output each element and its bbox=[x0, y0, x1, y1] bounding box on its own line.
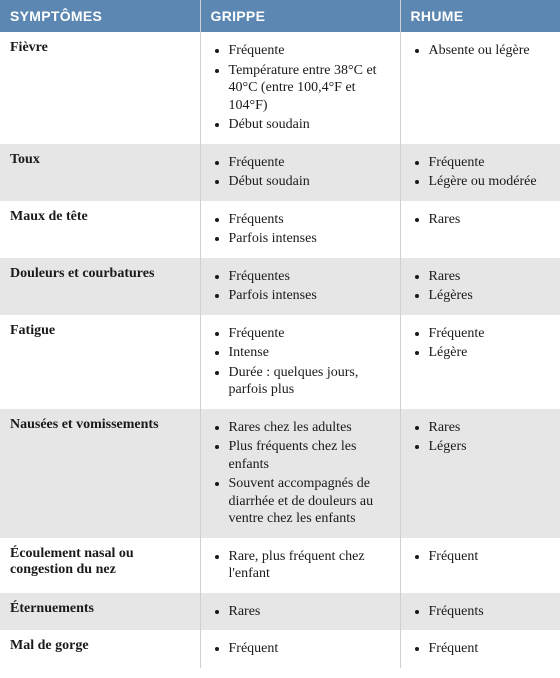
table-row: Mal de gorge Fréquent Fréquent bbox=[0, 630, 560, 668]
list-item: Rares chez les adultes bbox=[229, 419, 390, 437]
grippe-cell-list: FréquentesParfois intenses bbox=[211, 268, 390, 305]
list-item: Fréquente bbox=[429, 154, 551, 172]
grippe-cell: Fréquente Température entre 38°C et 40°C … bbox=[200, 32, 400, 144]
grippe-cell-list: Fréquent bbox=[211, 640, 390, 658]
symptom-cell: Maux de tête bbox=[0, 201, 200, 258]
table-row: Nausées et vomissementsRares chez les ad… bbox=[0, 409, 560, 538]
table-row: Fièvre Fréquente Température entre 38°C et… bbox=[0, 32, 560, 144]
grippe-cell: Rares bbox=[200, 593, 400, 631]
list-item: Fréquent bbox=[229, 640, 390, 658]
list-item: Rares bbox=[429, 419, 551, 437]
table-body: Fièvre Fréquente Température entre 38°C et… bbox=[0, 32, 560, 668]
rhume-cell: RaresLégères bbox=[400, 258, 560, 315]
table-row: FatigueFréquenteIntenseDurée : quelques … bbox=[0, 315, 560, 409]
col-header-rhume: RHUME bbox=[400, 0, 560, 32]
rhume-cell: FréquenteLégère bbox=[400, 315, 560, 409]
grippe-cell-list: Rares bbox=[211, 603, 390, 621]
list-item: Durée : quelques jours, parfois plus bbox=[229, 364, 390, 399]
rhume-cell-list: Absente ou légère bbox=[411, 42, 551, 60]
list-item: Début soudain bbox=[229, 173, 390, 191]
rhume-cell-list: RaresLégères bbox=[411, 268, 551, 305]
rhume-cell: Fréquent bbox=[400, 630, 560, 668]
list-item: Légers bbox=[429, 438, 551, 456]
grippe-cell: FréquenteIntense Durée : quelques jours, … bbox=[200, 315, 400, 409]
table-row: Maux de tête FréquentsParfois intenses Rar… bbox=[0, 201, 560, 258]
col-header-symptomes: SYMPTÔMES bbox=[0, 0, 200, 32]
symptom-cell: Mal de gorge bbox=[0, 630, 200, 668]
list-item: Rare, plus fréquent chez l'enfant bbox=[229, 548, 390, 583]
rhume-cell-list: RaresLégers bbox=[411, 419, 551, 456]
rhume-cell-list: Fréquent bbox=[411, 548, 551, 566]
list-item: Légères bbox=[429, 287, 551, 305]
col-header-grippe: GRIPPE bbox=[200, 0, 400, 32]
rhume-cell: Fréquent bbox=[400, 538, 560, 593]
grippe-cell-list: FréquenteDébut soudain bbox=[211, 154, 390, 191]
rhume-cell-list: Fréquent bbox=[411, 640, 551, 658]
list-item: Fréquentes bbox=[229, 268, 390, 286]
list-item: Fréquents bbox=[429, 603, 551, 621]
grippe-cell: Rare, plus fréquent chez l'enfant bbox=[200, 538, 400, 593]
list-item: Fréquente bbox=[229, 154, 390, 172]
list-item: Fréquente bbox=[229, 325, 390, 343]
grippe-cell-list: FréquenteIntense Durée : quelques jours, … bbox=[211, 325, 390, 399]
grippe-cell: FréquentsParfois intenses bbox=[200, 201, 400, 258]
list-item: Fréquent bbox=[429, 640, 551, 658]
symptom-cell: Douleurs et courbatures bbox=[0, 258, 200, 315]
symptom-cell: Fatigue bbox=[0, 315, 200, 409]
rhume-cell-list: FréquenteLégère bbox=[411, 325, 551, 362]
list-item: Parfois intenses bbox=[229, 287, 390, 305]
grippe-cell-list: Fréquente Température entre 38°C et 40°C … bbox=[211, 42, 390, 134]
list-item: Rares bbox=[229, 603, 390, 621]
rhume-cell: RaresLégers bbox=[400, 409, 560, 538]
list-item: Fréquente bbox=[429, 325, 551, 343]
table-row: Douleurs et courbatures FréquentesParfois… bbox=[0, 258, 560, 315]
symptom-cell: Toux bbox=[0, 144, 200, 201]
list-item: Température entre 38°C et 40°C (entre 10… bbox=[229, 62, 390, 115]
list-item: Intense bbox=[229, 344, 390, 362]
list-item: Légère bbox=[429, 344, 551, 362]
list-item: Parfois intenses bbox=[229, 230, 390, 248]
table-row: Éternuements Rares Fréquents bbox=[0, 593, 560, 631]
table-row: Écoulement nasal ou congestion du nez Rar… bbox=[0, 538, 560, 593]
grippe-cell-list: Rare, plus fréquent chez l'enfant bbox=[211, 548, 390, 583]
grippe-cell: FréquentesParfois intenses bbox=[200, 258, 400, 315]
table-row: TouxFréquenteDébut soudainFréquenteLégèr… bbox=[0, 144, 560, 201]
list-item: Plus fréquents chez les enfants bbox=[229, 438, 390, 473]
rhume-cell-list: FréquenteLégère ou modérée bbox=[411, 154, 551, 191]
list-item: Légère ou modérée bbox=[429, 173, 551, 191]
list-item: Rares bbox=[429, 211, 551, 229]
table-header: SYMPTÔMES GRIPPE RHUME bbox=[0, 0, 560, 32]
rhume-cell: FréquenteLégère ou modérée bbox=[400, 144, 560, 201]
rhume-cell: Fréquents bbox=[400, 593, 560, 631]
list-item: Absente ou légère bbox=[429, 42, 551, 60]
symptom-cell: Nausées et vomissements bbox=[0, 409, 200, 538]
list-item: Souvent accompagnés de diarrhée et de do… bbox=[229, 475, 390, 528]
grippe-cell: Fréquent bbox=[200, 630, 400, 668]
grippe-cell-list: Rares chez les adultesPlus fréquents che… bbox=[211, 419, 390, 528]
list-item: Fréquent bbox=[429, 548, 551, 566]
rhume-cell-list: Fréquents bbox=[411, 603, 551, 621]
grippe-cell: FréquenteDébut soudain bbox=[200, 144, 400, 201]
symptom-cell: Écoulement nasal ou congestion du nez bbox=[0, 538, 200, 593]
list-item: Début soudain bbox=[229, 116, 390, 134]
rhume-cell: Rares bbox=[400, 201, 560, 258]
rhume-cell: Absente ou légère bbox=[400, 32, 560, 144]
grippe-cell: Rares chez les adultesPlus fréquents che… bbox=[200, 409, 400, 538]
list-item: Fréquente bbox=[229, 42, 390, 60]
list-item: Rares bbox=[429, 268, 551, 286]
rhume-cell-list: Rares bbox=[411, 211, 551, 229]
list-item: Fréquents bbox=[229, 211, 390, 229]
symptoms-comparison-table: SYMPTÔMES GRIPPE RHUME Fièvre Fréquente Te… bbox=[0, 0, 560, 668]
symptom-cell: Fièvre bbox=[0, 32, 200, 144]
grippe-cell-list: FréquentsParfois intenses bbox=[211, 211, 390, 248]
symptom-cell: Éternuements bbox=[0, 593, 200, 631]
